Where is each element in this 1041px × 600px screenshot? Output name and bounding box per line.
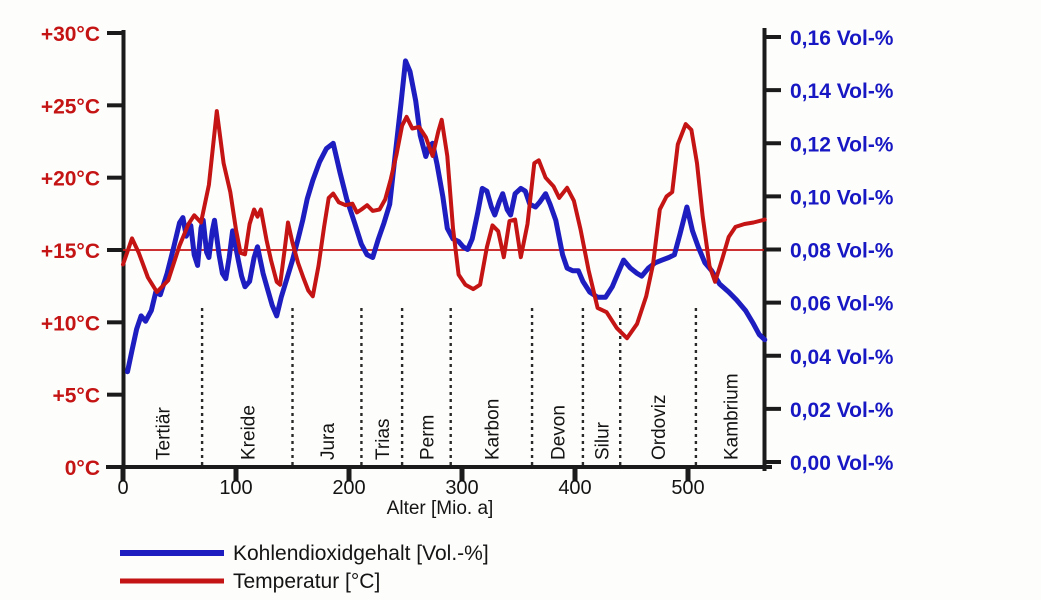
x-axis-title: Alter [Mio. a] bbox=[387, 498, 494, 519]
period-label: Silur bbox=[593, 421, 614, 460]
legend-co2-label: Kohlendioxidgehalt [Vol.-%] bbox=[233, 542, 489, 565]
co2-tick-label: 0,06 Vol-% bbox=[790, 293, 894, 316]
period-dividers bbox=[200, 308, 698, 465]
period-label: Jura bbox=[318, 423, 339, 460]
period-label: Devon bbox=[548, 405, 569, 460]
age-tick-label: 200 bbox=[332, 477, 365, 499]
co2-tick-label: 0,02 Vol-% bbox=[790, 399, 894, 422]
legend: Kohlendioxidgehalt [Vol.-%] Temperatur [… bbox=[120, 542, 489, 593]
co2-tick-label: 0,16 Vol-% bbox=[790, 27, 894, 50]
co2-series-line bbox=[125, 58, 768, 375]
temperature-tick-label: +20°C bbox=[41, 168, 100, 191]
temperature-tick-label: +5°C bbox=[52, 385, 100, 408]
period-label: Perm bbox=[417, 415, 438, 460]
temperature-tick-label: +15°C bbox=[41, 240, 100, 263]
co2-tick-label: 0,12 Vol-% bbox=[790, 133, 894, 156]
temperature-tick-label: +30°C bbox=[41, 23, 100, 46]
co2-tick-label: 0,04 Vol-% bbox=[790, 346, 894, 369]
age-tick-label: 100 bbox=[219, 477, 252, 499]
co2-tick-label: 0,14 Vol-% bbox=[790, 80, 894, 103]
series-lines bbox=[121, 58, 768, 375]
co2-axis-ticks: 0,00 Vol-% 0,02 Vol-% 0,04 Vol-% 0,06 Vol-%… bbox=[765, 27, 894, 475]
temperature-tick-label: +25°C bbox=[41, 95, 100, 118]
age-tick-label: 400 bbox=[558, 477, 591, 499]
temperature-axis-ticks: 0°C +5°C +10°C +15°C +20°C +25°C +30°C bbox=[41, 23, 123, 480]
age-tick-label: 500 bbox=[671, 477, 704, 499]
period-label: Karbon bbox=[482, 399, 503, 460]
period-label: Kambrium bbox=[721, 373, 742, 460]
period-label: Kreide bbox=[238, 405, 259, 460]
age-tick-label: 300 bbox=[445, 477, 478, 499]
co2-tick-label: 0,00 Vol-% bbox=[790, 452, 894, 475]
temperature-tick-label: +10°C bbox=[41, 312, 100, 335]
temperature-series-line bbox=[121, 109, 767, 341]
period-label: Tertiär bbox=[154, 407, 175, 460]
legend-temperature-label: Temperatur [°C] bbox=[233, 570, 380, 593]
age-axis-ticks: 0 100 200 300 400 500 bbox=[117, 467, 705, 499]
period-labels: Tertiär Kreide Jura Trias Perm Karbon Devon Sil… bbox=[154, 373, 743, 460]
co2-tick-label: 0,08 Vol-% bbox=[790, 240, 894, 263]
period-label: Ordoviz bbox=[649, 395, 670, 460]
co2-tick-label: 0,10 Vol-% bbox=[790, 186, 894, 209]
temperature-tick-label: 0°C bbox=[65, 457, 100, 480]
age-tick-label: 0 bbox=[117, 477, 128, 499]
period-label: Trias bbox=[373, 418, 394, 460]
